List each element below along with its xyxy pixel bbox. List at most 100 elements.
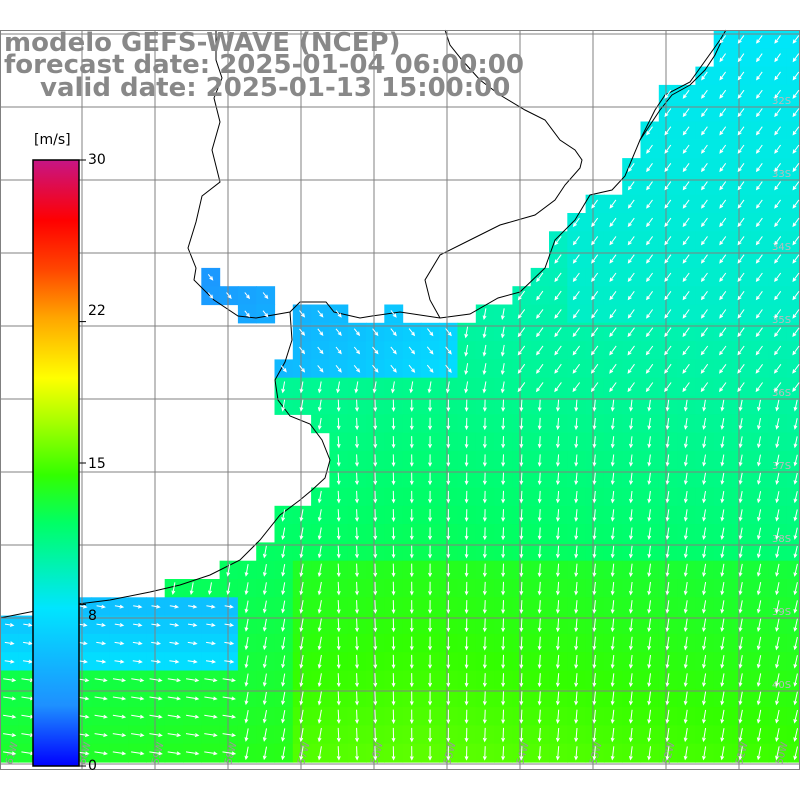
wind-arrow xyxy=(372,381,377,394)
wind-arrow xyxy=(112,714,127,719)
wind-arrow xyxy=(738,472,743,485)
wind-arrow xyxy=(774,291,782,301)
wind-arrow xyxy=(428,490,433,504)
wind-arrow xyxy=(665,417,670,431)
wind-arrow xyxy=(151,622,161,627)
wind-arrow xyxy=(574,727,579,743)
wind-arrow xyxy=(482,436,487,449)
wind-arrow xyxy=(446,399,451,412)
wind-arrow xyxy=(482,454,487,467)
wind-arrow xyxy=(96,604,106,609)
wind-arrow xyxy=(574,545,579,559)
wind-arrow xyxy=(149,751,163,756)
wind-arrow xyxy=(446,691,451,706)
wind-arrow xyxy=(555,472,560,486)
wind-arrow xyxy=(592,454,597,467)
wind-arrow xyxy=(335,310,342,318)
wind-arrow xyxy=(409,600,414,614)
wind-arrow xyxy=(683,418,688,430)
wind-arrow xyxy=(737,254,745,264)
wind-arrow xyxy=(756,691,762,706)
wind-arrow xyxy=(537,618,542,633)
wind-arrow xyxy=(336,436,341,449)
wind-arrow xyxy=(774,144,782,154)
wind-arrow xyxy=(628,709,633,724)
colorbar-tick-22: 22 xyxy=(88,303,106,319)
wind-arrow xyxy=(737,35,745,44)
wind-arrow xyxy=(373,600,378,614)
wind-arrow xyxy=(756,600,762,614)
wind-arrow xyxy=(574,509,579,522)
wind-arrow xyxy=(517,327,526,338)
wind-arrow xyxy=(23,622,33,627)
wind-arrow xyxy=(226,582,231,596)
wind-arrow xyxy=(757,491,762,504)
wind-arrow xyxy=(500,363,505,376)
wind-arrow xyxy=(517,363,526,374)
wind-arrow xyxy=(792,108,800,118)
wind-arrow xyxy=(537,527,542,541)
wind-arrow xyxy=(572,382,581,393)
wind-arrow xyxy=(628,727,633,743)
wind-arrow xyxy=(391,472,396,486)
wind-arrow xyxy=(774,181,782,191)
wind-arrow xyxy=(793,728,798,743)
wind-arrow xyxy=(222,751,237,756)
wind-arrow xyxy=(428,399,433,412)
wind-arrow xyxy=(188,604,198,609)
wind-arrow xyxy=(665,691,670,706)
wind-arrow xyxy=(610,709,615,724)
wind-arrow xyxy=(501,654,506,669)
wind-arrow xyxy=(574,436,579,449)
wind-arrow xyxy=(555,600,560,614)
colorbar-tick-0: 0 xyxy=(88,758,97,774)
wind-arrow xyxy=(445,346,452,355)
wind-arrow xyxy=(665,746,670,761)
wind-arrow xyxy=(720,746,725,761)
wind-arrow xyxy=(408,346,416,355)
wind-arrow xyxy=(701,163,708,173)
wind-arrow xyxy=(792,236,800,246)
wind-arrow xyxy=(409,618,414,633)
wind-arrow xyxy=(336,527,341,541)
wind-arrow xyxy=(775,436,780,449)
wind-arrow xyxy=(737,327,745,338)
wind-arrow xyxy=(355,746,359,761)
wind-arrow xyxy=(610,727,615,743)
wind-arrow xyxy=(738,709,743,724)
wind-arrow xyxy=(373,636,378,651)
wind-arrow xyxy=(590,327,599,338)
wind-arrow xyxy=(204,696,218,701)
wind-arrow xyxy=(719,144,727,154)
wind-arrow xyxy=(299,310,306,318)
wind-arrow xyxy=(464,727,469,743)
wind-arrow xyxy=(757,509,762,522)
wind-arrow xyxy=(793,399,798,412)
wind-arrow xyxy=(501,581,506,596)
wind-arrow xyxy=(94,678,108,683)
wind-arrow xyxy=(775,636,780,651)
colorbar-ticks xyxy=(79,159,86,767)
wind-arrow xyxy=(373,709,378,724)
wind-arrow xyxy=(756,53,763,63)
wind-arrow xyxy=(757,454,761,467)
wind-arrow xyxy=(317,673,322,688)
wind-arrow xyxy=(775,728,780,743)
wind-arrow xyxy=(262,600,267,614)
wind-arrow xyxy=(262,673,267,687)
wind-arrow xyxy=(737,345,745,356)
wind-arrow xyxy=(665,545,670,559)
wind-arrow xyxy=(774,254,782,264)
wind-arrow xyxy=(592,490,597,504)
wind-cell xyxy=(786,304,800,324)
wind-arrow xyxy=(519,472,524,486)
wind-arrow xyxy=(464,636,469,651)
wind-arrow xyxy=(299,527,304,541)
wind-arrow xyxy=(664,291,672,301)
wind-arrow xyxy=(464,344,469,357)
wind-arrow xyxy=(737,382,745,393)
wind-arrow xyxy=(683,454,688,467)
wind-arrow xyxy=(391,691,396,706)
wind-arrow xyxy=(610,618,615,633)
wind-arrow xyxy=(244,637,249,651)
